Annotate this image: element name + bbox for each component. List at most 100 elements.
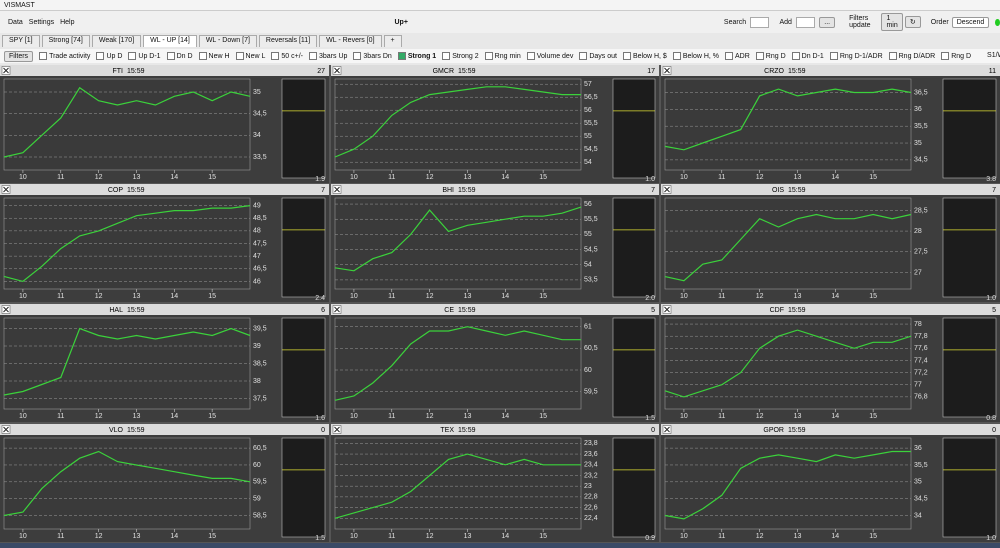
filter-option[interactable]: Rng D/ADR (888, 52, 935, 60)
checkbox[interactable] (96, 52, 105, 60)
tab[interactable]: SPY [1] (2, 35, 40, 47)
filters-button[interactable]: Filters (4, 50, 34, 62)
checkbox[interactable] (941, 52, 950, 60)
filter-option[interactable]: New L (235, 52, 265, 60)
checkbox[interactable] (442, 52, 451, 60)
signal-count: 7 (992, 187, 996, 194)
tab[interactable]: + (383, 35, 402, 47)
filter-option[interactable]: Strong 1 (397, 52, 436, 60)
filter-option[interactable]: Rng D (755, 52, 786, 60)
chart-panel: FTI 15:59 27 1.9 33,5 34 34,5 35 10 11 12 13 14 15 (0, 65, 329, 183)
checkbox[interactable] (484, 52, 493, 60)
filter-option[interactable]: Rng D-1/ADR (829, 52, 883, 60)
filter-option[interactable]: Dn D (166, 52, 193, 60)
filter-option[interactable]: New H (198, 52, 230, 60)
filter-option[interactable]: Dn D-1 (791, 52, 824, 60)
y-tick-label: 61 (584, 324, 592, 331)
x-tick-label: 14 (501, 533, 509, 540)
checkbox[interactable] (526, 52, 535, 60)
refresh-button[interactable]: ↻ (904, 16, 921, 28)
y-tick-label: 47 (253, 253, 261, 260)
filter-option[interactable]: 3bars Up (309, 52, 347, 60)
checkbox[interactable] (829, 52, 838, 60)
filter-option[interactable]: Rng D (941, 52, 971, 60)
signal-count: 0 (651, 427, 655, 434)
checkbox[interactable] (791, 52, 800, 60)
side-value: 1.5 (645, 415, 655, 422)
chart-panel: GPOR 15:59 0 1.0 34 34,5 35 35,5 36 10 11 12 13 14 15 (661, 424, 1000, 542)
filter-option[interactable]: Strong 2 (442, 52, 479, 60)
filter-option[interactable]: Rng min (484, 52, 521, 60)
tab[interactable]: WL - UP [14] (143, 35, 197, 47)
checkbox[interactable] (353, 52, 362, 60)
filter-option[interactable]: Days out (579, 52, 617, 60)
side-plot (942, 437, 997, 538)
y-tick-label: 56 (584, 107, 592, 114)
menu-item[interactable]: Data (8, 18, 23, 26)
tab[interactable]: Strong [74] (41, 35, 90, 47)
chart-time: 15:59 (788, 68, 806, 75)
filter-option[interactable]: Up D (96, 52, 122, 60)
signal-count: 11 (989, 68, 996, 75)
signal-count: 7 (321, 187, 325, 194)
panel-header (661, 65, 1000, 76)
plot-area (664, 197, 912, 290)
side-value: 1.0 (645, 176, 655, 183)
filter-option[interactable]: 3bars Dn (353, 52, 392, 60)
tab[interactable]: Reversals [11] (258, 35, 318, 47)
checkbox[interactable] (235, 52, 244, 60)
filter-option[interactable]: Volume dev (526, 52, 573, 60)
interval-button[interactable]: 1 min (881, 13, 903, 31)
checkbox[interactable] (309, 52, 317, 60)
tab[interactable]: WL - Revers [0] (319, 35, 382, 47)
add-button[interactable]: ... (819, 16, 836, 28)
y-tick-label: 27 (914, 269, 922, 276)
menu-item[interactable]: Help (60, 18, 75, 26)
checkbox[interactable] (755, 52, 764, 60)
checkbox[interactable] (39, 52, 48, 60)
checkbox[interactable] (397, 52, 406, 60)
checkbox[interactable] (198, 52, 207, 60)
checkbox[interactable] (166, 52, 175, 60)
side-plot (281, 437, 326, 538)
close-icon (3, 306, 9, 313)
x-tick-label: 13 (133, 533, 141, 540)
tab[interactable]: WL - Down [7] (198, 35, 257, 47)
filter-option[interactable]: ADR (725, 52, 750, 60)
menu-item[interactable]: Settings (28, 18, 55, 26)
chart-title: VLO (109, 427, 124, 434)
toolbar: Data Settings Help Up+ Search Add ... Fi… (0, 11, 1000, 33)
checkbox[interactable] (672, 52, 681, 60)
y-tick-label: 60 (253, 462, 261, 469)
close-icon (3, 426, 9, 433)
checkbox[interactable] (128, 52, 137, 60)
checkbox[interactable] (622, 52, 631, 60)
checkbox[interactable] (725, 52, 734, 60)
y-tick-label: 54 (584, 159, 592, 166)
order-select[interactable]: Descend (951, 16, 990, 28)
search-input[interactable] (750, 16, 770, 28)
checkbox[interactable] (888, 52, 897, 60)
filter-label: Dn D-1 (801, 52, 824, 60)
checkbox[interactable] (271, 52, 280, 60)
y-tick-label: 55 (584, 133, 592, 140)
tab[interactable]: Weak [170] (91, 35, 142, 47)
add-input[interactable] (795, 16, 816, 28)
chart-title: COP (108, 187, 124, 194)
s1-label: S1/W1 (987, 51, 1000, 59)
filter-option[interactable]: Trade activity (39, 52, 90, 60)
checkbox[interactable] (579, 52, 588, 60)
filter-option[interactable]: Up D-1 (128, 52, 161, 60)
x-tick-label: 12 (95, 533, 103, 540)
y-tick-label: 76,8 (914, 394, 928, 401)
filter-option[interactable]: 50 c+/- (271, 52, 303, 60)
filter-label: Up D-1 (138, 52, 161, 60)
y-tick-label: 34,5 (914, 157, 928, 164)
plot-area (334, 197, 582, 290)
chart-title: TEX (440, 427, 454, 434)
x-tick-label: 11 (388, 293, 395, 300)
filter-option[interactable]: Below H, % (672, 52, 719, 60)
y-tick-label: 55 (584, 231, 592, 238)
y-tick-label: 27,5 (914, 249, 928, 256)
filter-option[interactable]: Below H, $ (622, 52, 667, 60)
